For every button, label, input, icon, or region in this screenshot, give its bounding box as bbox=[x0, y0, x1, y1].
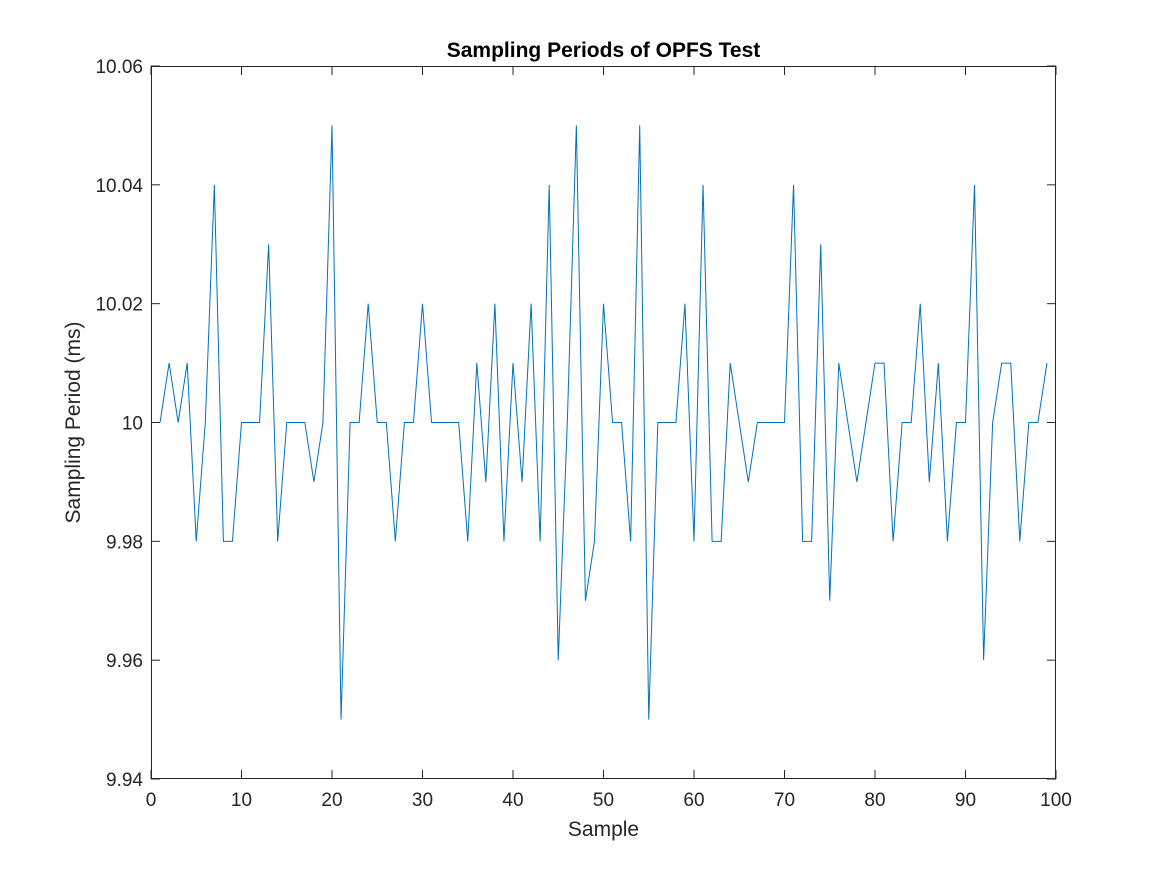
x-tick-label: 80 bbox=[864, 790, 885, 811]
y-tick-label: 10.06 bbox=[95, 57, 143, 78]
x-tick-label: 40 bbox=[502, 790, 523, 811]
series-layer bbox=[159, 125, 1048, 720]
y-tick-label: 9.98 bbox=[106, 532, 143, 553]
y-tick-label: 10 bbox=[122, 414, 143, 435]
y-tick-label: 9.94 bbox=[106, 770, 143, 791]
x-tick-label: 70 bbox=[774, 790, 795, 811]
y-axis-label: Sampling Period (ms) bbox=[62, 322, 85, 524]
x-axis-label: Sample bbox=[568, 818, 639, 841]
x-axis: 0 10 20 30 40 50 60 70 80 90 100 bbox=[146, 66, 1072, 811]
y-tick-label: 9.96 bbox=[106, 651, 143, 672]
x-tick-label: 60 bbox=[683, 790, 704, 811]
x-tick-label: 50 bbox=[593, 790, 614, 811]
chart-title: Sampling Periods of OPFS Test bbox=[447, 39, 761, 62]
x-tick-label: 0 bbox=[146, 790, 157, 811]
x-tick-label: 100 bbox=[1040, 790, 1072, 811]
x-tick-label: 20 bbox=[321, 790, 342, 811]
x-tick-label: 90 bbox=[955, 790, 976, 811]
series-line-1 bbox=[159, 125, 1048, 720]
x-tick-label: 30 bbox=[412, 790, 433, 811]
x-tick-label: 10 bbox=[231, 790, 252, 811]
y-tick-label: 10.04 bbox=[95, 176, 143, 197]
y-tick-label: 10.02 bbox=[95, 295, 143, 316]
y-axis: 9.94 9.96 9.98 10 10.02 10.04 10.06 bbox=[95, 57, 1056, 791]
